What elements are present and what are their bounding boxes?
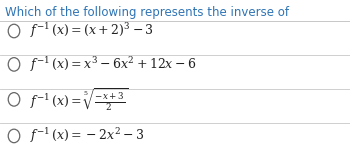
Text: $f^{-1}\,(x) = (x + 2)^3 - 3$: $f^{-1}\,(x) = (x + 2)^3 - 3$: [30, 22, 154, 40]
Text: Which of the following represents the inverse of: Which of the following represents the in…: [5, 6, 293, 19]
Text: $f^{-1}\,(x) = \sqrt[5]{\frac{-x+3}{2}}$: $f^{-1}\,(x) = \sqrt[5]{\frac{-x+3}{2}}$: [30, 86, 128, 113]
Text: $f^{-1}\,(x) = x^3 - 6x^2 + 12x - 6$: $f^{-1}\,(x) = x^3 - 6x^2 + 12x - 6$: [30, 55, 196, 74]
Text: $f^{-1}\,(x) = -2x^2 - 3$: $f^{-1}\,(x) = -2x^2 - 3$: [30, 127, 144, 145]
